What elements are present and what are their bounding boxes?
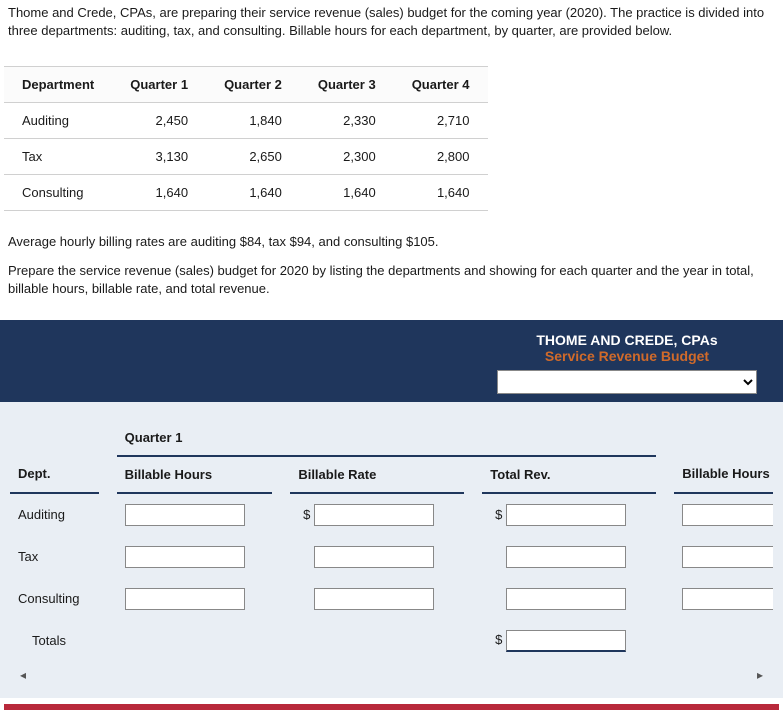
cell-value: 1,640 (112, 175, 206, 211)
row-label-consulting: Consulting (10, 578, 99, 620)
table-row: Consulting 1,640 1,640 1,640 1,640 (4, 175, 488, 211)
table-row: Auditing 2,450 1,840 2,330 2,710 (4, 103, 488, 139)
cell-dept: Consulting (4, 175, 112, 211)
intro-paragraph-1: Thome and Crede, CPAs, are preparing the… (8, 4, 775, 40)
row-label-auditing: Auditing (10, 493, 99, 536)
auditing-hours-input[interactable] (125, 504, 245, 526)
cell-value: 2,300 (300, 139, 394, 175)
consulting-rate-input[interactable] (314, 588, 434, 610)
auditing-rate-input[interactable] (314, 504, 434, 526)
hdr-billable-hours-next: Billable Hours (674, 456, 773, 493)
auditing-hours-next-input[interactable] (682, 504, 773, 526)
col-q1: Quarter 1 (112, 67, 206, 103)
intro-paragraph-3: Prepare the service revenue (sales) budg… (8, 262, 775, 298)
cell-dept: Tax (4, 139, 112, 175)
col-department: Department (4, 67, 112, 103)
dollar-sign: $ (490, 632, 502, 647)
tax-hours-next-input[interactable] (682, 546, 773, 568)
cell-value: 1,640 (300, 175, 394, 211)
billable-hours-table: Department Quarter 1 Quarter 2 Quarter 3… (4, 66, 488, 211)
tax-rate-input[interactable] (314, 546, 434, 568)
dollar-sign: $ (490, 507, 502, 522)
totals-rev-input[interactable] (506, 630, 626, 652)
cell-value: 1,640 (394, 175, 488, 211)
col-q3: Quarter 3 (300, 67, 394, 103)
auditing-rev-input[interactable] (506, 504, 626, 526)
cell-value: 1,840 (206, 103, 300, 139)
consulting-hours-input[interactable] (125, 588, 245, 610)
budget-title: Service Revenue Budget (487, 348, 767, 364)
row-label-totals: Totals (10, 620, 99, 662)
budget-header-bar: THOME AND CREDE, CPAs Service Revenue Bu… (0, 320, 783, 402)
progress-bar (4, 704, 779, 710)
hdr-total-rev: Total Rev. (482, 456, 656, 493)
cell-value: 2,710 (394, 103, 488, 139)
hdr-billable-rate: Billable Rate (290, 456, 464, 493)
intro-paragraph-2: Average hourly billing rates are auditin… (8, 233, 775, 251)
hdr-dept: Dept. (10, 456, 99, 493)
cell-value: 2,450 (112, 103, 206, 139)
cell-value: 3,130 (112, 139, 206, 175)
cell-value: 2,650 (206, 139, 300, 175)
cell-value: 2,330 (300, 103, 394, 139)
consulting-hours-next-input[interactable] (682, 588, 773, 610)
cell-value: 1,640 (206, 175, 300, 211)
table-row: Tax 3,130 2,650 2,300 2,800 (4, 139, 488, 175)
col-q2: Quarter 2 (206, 67, 300, 103)
cell-dept: Auditing (4, 103, 112, 139)
hdr-billable-hours: Billable Hours (117, 456, 273, 493)
dollar-sign: $ (298, 507, 310, 522)
budget-entry-sheet: Quarter 1 Dept. Billable Hours Billable … (0, 402, 783, 698)
company-title: THOME AND CREDE, CPAs (487, 332, 767, 348)
period-select[interactable] (497, 370, 757, 394)
cell-value: 2,800 (394, 139, 488, 175)
tax-hours-input[interactable] (125, 546, 245, 568)
consulting-rev-input[interactable] (506, 588, 626, 610)
row-label-tax: Tax (10, 536, 99, 578)
tax-rev-input[interactable] (506, 546, 626, 568)
quarter-1-header: Quarter 1 (117, 420, 657, 456)
col-q4: Quarter 4 (394, 67, 488, 103)
